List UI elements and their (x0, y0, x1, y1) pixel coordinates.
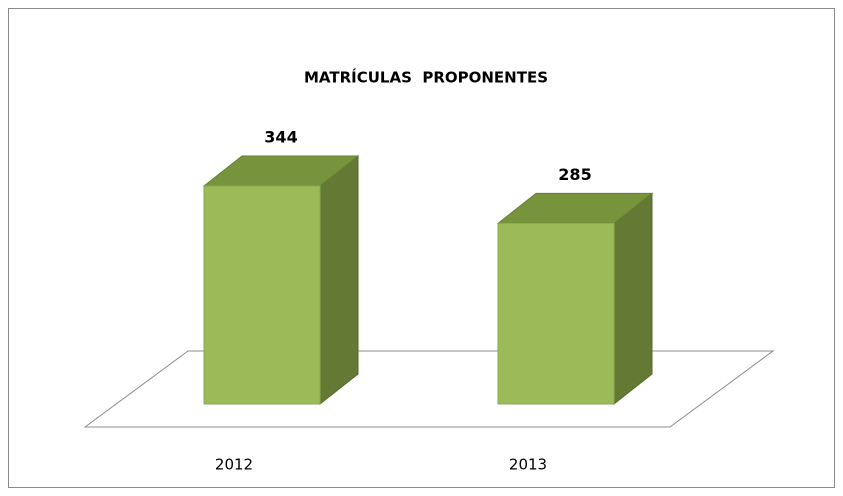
bar-side (319, 154, 359, 406)
data-label: 344 (264, 128, 297, 147)
bar (497, 222, 615, 405)
floor (83, 350, 775, 428)
x-tick-label: 2013 (509, 456, 547, 474)
chart-title: MATRÍCULAS PROPONENTES (304, 68, 548, 87)
x-tick-label: 2012 (215, 456, 253, 474)
bar (203, 185, 321, 405)
bar-side (613, 192, 653, 406)
data-label: 285 (558, 165, 591, 184)
